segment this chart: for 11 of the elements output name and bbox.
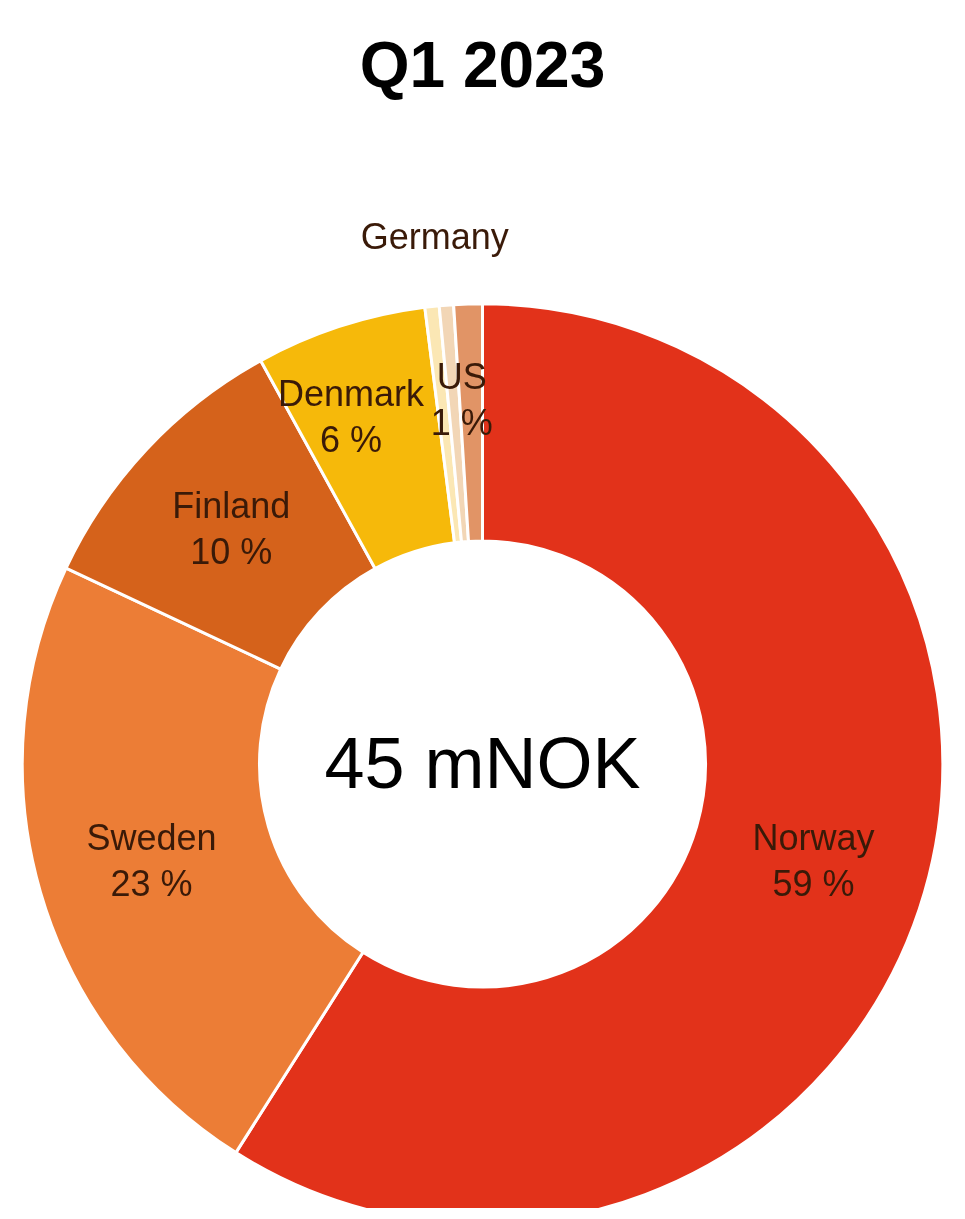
data-label: 6 % [319,418,383,460]
chart-title: Q1 2023 [359,29,606,101]
data-label: 23 % [110,862,193,904]
slice-label: Germany [360,215,509,257]
slice-label: Norway [752,816,875,858]
data-label: 10 % [190,530,273,572]
data-label: 59 % [772,862,855,904]
text: 45 mNOK [324,723,641,803]
slice-label: Sweden [86,816,217,858]
slice-label: Finland [172,484,291,526]
slice-label: Denmark [277,372,426,414]
